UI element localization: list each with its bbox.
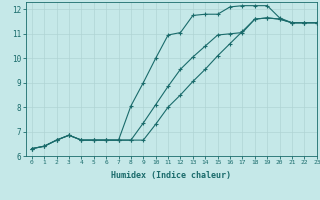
X-axis label: Humidex (Indice chaleur): Humidex (Indice chaleur) <box>111 171 231 180</box>
